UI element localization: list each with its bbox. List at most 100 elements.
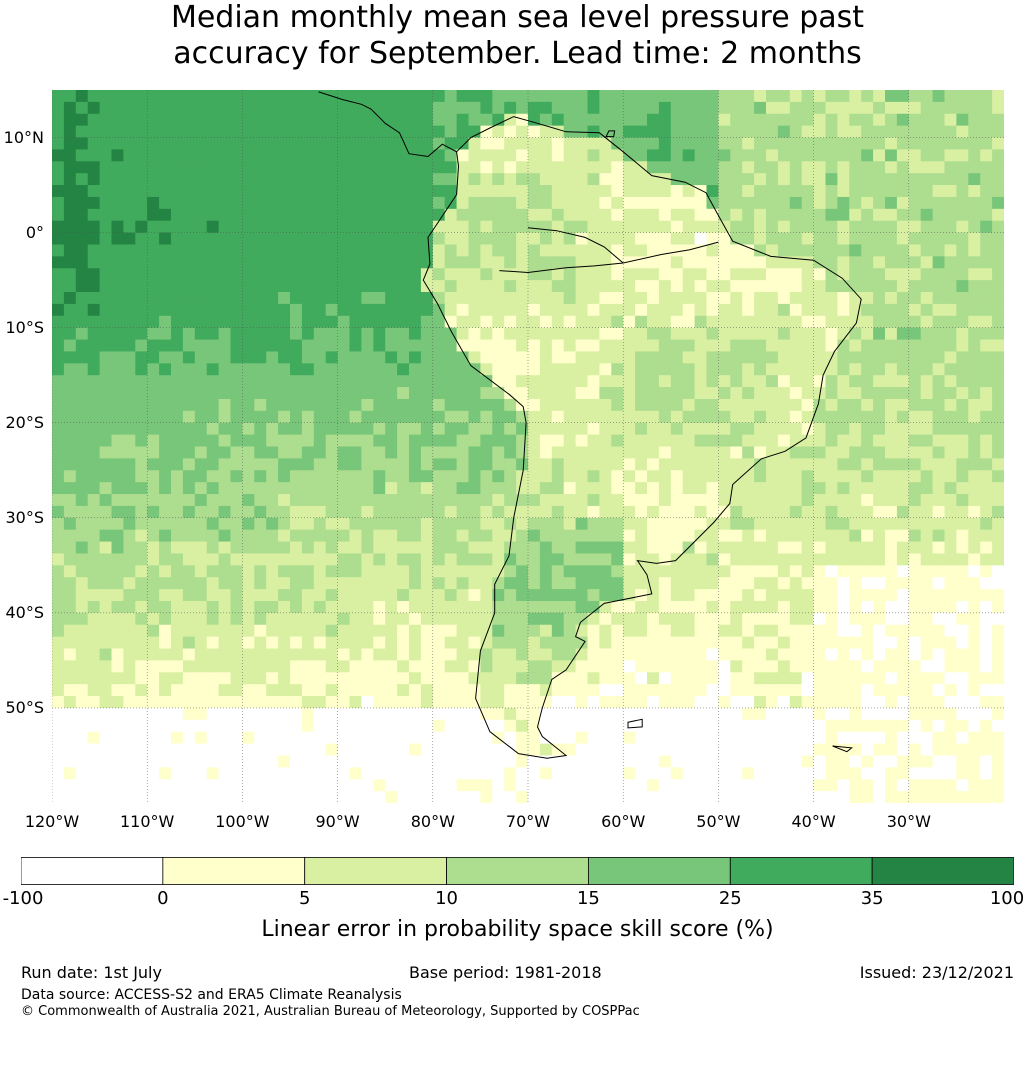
skill-cell [623,589,636,602]
skill-cell [837,398,850,412]
skill-cell [337,541,351,555]
skill-cell [397,517,410,531]
skill-cell [361,672,374,685]
skill-cell [123,505,136,519]
skill-cell [171,113,184,127]
skill-cell [135,137,148,151]
skill-cell [432,410,446,424]
skill-cell [968,280,981,293]
skill-cell [159,363,172,376]
skill-cell [87,470,101,483]
skill-cell [492,256,505,269]
skill-cell [992,767,1004,780]
skill-cell [718,612,731,626]
skill-cell [694,791,708,803]
skill-cell [980,624,993,638]
skill-cell [206,113,220,127]
skill-cell [99,375,113,388]
skill-cell [658,529,672,543]
skill-cell [135,303,148,317]
skill-cell [385,90,398,103]
skill-cell [432,185,446,198]
skill-cell [456,589,470,602]
skill-cell [694,779,708,792]
skill-cell [932,363,946,376]
skill-cell [480,589,493,602]
skill-cell [385,256,398,269]
skill-cell [623,387,636,400]
skill-cell [159,541,172,555]
skill-cell [409,470,422,483]
skill-cell [896,791,910,803]
skill-cell [194,410,208,424]
skill-cell [944,220,957,234]
skill-cell [908,125,922,139]
skill-cell [623,161,636,174]
skill-cell [135,173,148,186]
skill-cell [313,600,327,614]
skill-cell [278,696,291,709]
skill-cell [587,268,600,281]
skill-cell [670,90,684,103]
skill-cell [52,149,65,162]
skill-cell [504,387,517,400]
skill-cell [754,232,767,246]
skill-cell [194,208,208,222]
skill-cell [766,161,779,174]
skill-cell [896,434,910,448]
skill-cell [278,327,291,341]
skill-cell [111,458,124,471]
skill-cell [218,600,232,614]
skill-cell [825,517,838,531]
skill-cell [706,398,719,412]
skill-cell [789,767,803,780]
skill-cell [349,660,362,673]
skill-cell [670,125,684,139]
skill-cell [516,125,529,139]
skill-cell [63,541,77,555]
skill-cell [801,387,815,400]
skill-cell [563,648,577,661]
skill-cell [575,648,589,661]
skill-cell [742,90,755,103]
skill-cell [254,303,267,317]
skill-cell [718,113,731,127]
skill-cell [313,137,327,151]
skill-cell [706,660,719,673]
skill-cell [468,398,481,412]
skill-cell [230,529,243,543]
skill-cell [873,743,886,757]
skill-cell [944,589,957,602]
skill-cell [230,351,243,364]
skill-cell [75,529,89,543]
skill-cell [599,339,612,353]
skill-cell [373,505,386,519]
skill-cell [635,505,648,519]
skill-cell [551,256,565,269]
skill-cell [932,743,946,757]
skill-cell [801,398,815,412]
skill-cell [539,731,553,745]
skill-cell [992,113,1004,127]
skill-cell [218,589,232,602]
skill-cell [349,292,362,305]
skill-cell [599,529,612,543]
lon-label: 120°W [24,812,80,831]
skill-cell [361,494,374,507]
skill-cell [111,648,124,661]
skill-cell [742,446,755,459]
skill-cell [992,779,1004,792]
skill-cell [873,173,886,186]
skill-cell [789,292,803,305]
skill-cell [254,90,267,103]
skill-cell [230,161,243,174]
skill-cell [706,220,719,234]
skill-cell [920,410,934,424]
skill-cell [682,90,696,103]
skill-cell [337,482,351,495]
skill-cell [718,779,731,792]
skill-cell [301,327,315,341]
skill-cell [206,137,220,151]
skill-cell [254,351,267,364]
skill-cell [563,482,577,495]
